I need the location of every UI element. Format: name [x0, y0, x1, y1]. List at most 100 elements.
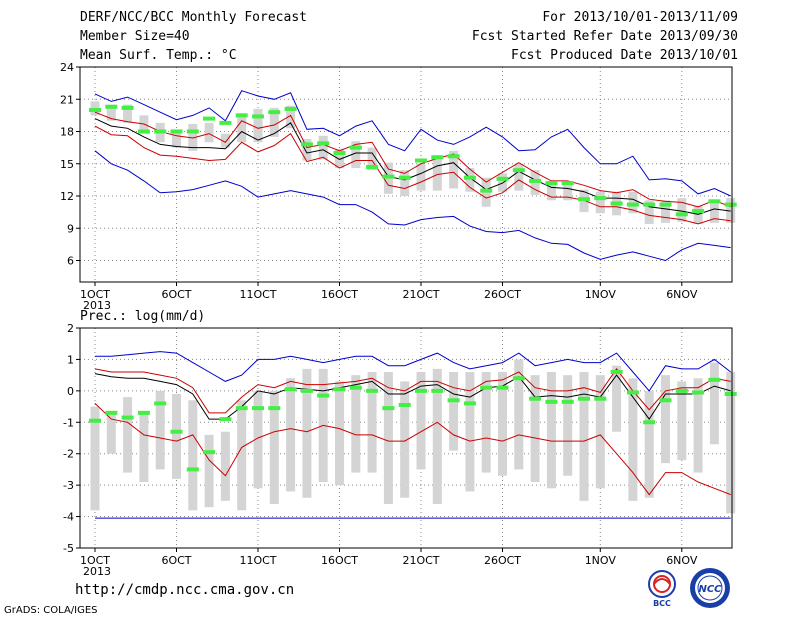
- temp-box: [628, 191, 638, 214]
- temp-median-bar: [333, 151, 346, 155]
- temp-xtick-label: 11OCT: [239, 288, 276, 301]
- temp-median-bar: [578, 197, 590, 202]
- prec-median-bar: [512, 376, 525, 381]
- prec-median-bar: [186, 467, 199, 472]
- temp-median-bar: [219, 120, 232, 125]
- temp-box: [644, 200, 654, 224]
- prec-xtick-label: 2013: [83, 565, 111, 578]
- temp-line-max: [94, 90, 731, 197]
- prec-box: [237, 400, 247, 511]
- prec-box: [253, 390, 263, 489]
- temp-median-bar: [300, 142, 313, 147]
- prec-box: [220, 431, 230, 501]
- prec-box: [302, 368, 312, 498]
- prec-median-bar: [480, 385, 493, 390]
- temp-median-bar: [431, 155, 444, 160]
- temp-median-bar: [121, 105, 134, 110]
- prec-median-bar: [268, 406, 281, 411]
- temp-ytick-label: 15: [60, 158, 74, 171]
- temp-ytick-label: 24: [60, 61, 74, 74]
- prec-box: [661, 375, 670, 464]
- prec-box: [335, 381, 344, 486]
- temp-median-bar: [284, 106, 297, 111]
- temp-box: [514, 163, 524, 191]
- grads-credit: GrADS: COLA/IGES: [4, 605, 98, 616]
- prec-median-bar: [121, 415, 134, 420]
- prec-median-bar: [333, 387, 346, 392]
- temp-line-mean: [94, 118, 731, 215]
- temp-median-bar: [447, 154, 460, 159]
- temp-median-bar: [529, 178, 542, 183]
- bcc-logo: BCC: [648, 570, 676, 608]
- temp-line-min: [94, 150, 731, 262]
- ncc-logo: NCC: [690, 568, 730, 608]
- prec-median-bar: [317, 393, 330, 398]
- fcst-started-date: Fcst Started Refer Date 2013/09/30: [471, 29, 738, 44]
- temp-ytick-label: 9: [67, 222, 74, 235]
- prec-ytick-label: 0: [67, 385, 74, 398]
- prec-box: [677, 381, 687, 460]
- temp-median-bar: [561, 181, 574, 186]
- temp-box: [563, 180, 573, 201]
- temp-median-bar: [105, 104, 118, 109]
- temp-box: [677, 198, 687, 222]
- prec-median-bar: [496, 385, 509, 390]
- prec-ytick-label: -4: [63, 511, 74, 524]
- temp-box: [693, 205, 703, 224]
- prec-median-bar: [675, 388, 688, 393]
- prec-xtick-label: 6NOV: [666, 554, 698, 567]
- prec-frame: [79, 327, 733, 549]
- header-left: DERF/NCC/BCC Monthly Forecast Member Siz…: [80, 10, 307, 67]
- prec-box: [269, 390, 279, 504]
- prec-median-bar: [252, 406, 264, 411]
- prec-box: [188, 400, 198, 511]
- temp-box: [416, 163, 426, 191]
- prec-median-bar: [398, 403, 411, 407]
- prec-box: [432, 368, 442, 504]
- prec-line-mean: [94, 373, 731, 420]
- temp-median-bar: [659, 202, 672, 207]
- prec-box: [579, 372, 589, 501]
- prec-box: [726, 372, 736, 514]
- prec-median-bar: [431, 388, 444, 393]
- prec-median-bar: [463, 401, 476, 406]
- temp-box: [188, 123, 198, 151]
- prec-box: [546, 372, 556, 489]
- prec-box: [481, 372, 491, 473]
- prec-box: [383, 372, 393, 504]
- prec-median-bar: [170, 429, 183, 434]
- prec-median-bar: [284, 387, 297, 392]
- prec-median-bar: [447, 398, 460, 403]
- prec-box: [628, 378, 638, 501]
- prec-xtick-label: 1OCT: [80, 554, 110, 567]
- prec-median-bar: [300, 388, 313, 393]
- prec-box: [595, 375, 605, 489]
- prec-ytick-label: 1: [67, 353, 74, 366]
- prec-line-lower: [94, 403, 731, 496]
- prec-box: [530, 375, 540, 482]
- temp-ytick-label: 18: [60, 126, 74, 139]
- prec-median-bar: [561, 399, 574, 404]
- temp-xtick-label: 6OCT: [161, 288, 191, 301]
- temp-box: [106, 104, 116, 121]
- prec-median-bar: [578, 396, 590, 401]
- temp-median-bar: [610, 201, 623, 206]
- member-size-label: Member Size=40: [80, 29, 190, 44]
- prec-xtick-label: 1NOV: [585, 554, 617, 567]
- temp-median-bar: [186, 129, 199, 134]
- temp-median-bar: [252, 114, 264, 119]
- temp-ytick-label: 12: [60, 190, 74, 203]
- temp-box: [318, 135, 328, 160]
- temp-median-bar: [512, 168, 525, 173]
- prec-ytick-label: -2: [63, 448, 74, 461]
- temp-line-lower: [94, 125, 731, 225]
- precip-panel-label: Prec.: log(mm/d): [80, 309, 206, 324]
- temp-line-upper: [94, 111, 731, 208]
- temp-xtick-label: 6NOV: [666, 288, 698, 301]
- prec-box: [644, 390, 654, 498]
- temp-box: [432, 155, 442, 191]
- prec-box: [416, 372, 426, 470]
- prec-box: [351, 375, 361, 473]
- source-url[interactable]: http://cmdp.ncc.cma.gov.cn: [75, 582, 295, 598]
